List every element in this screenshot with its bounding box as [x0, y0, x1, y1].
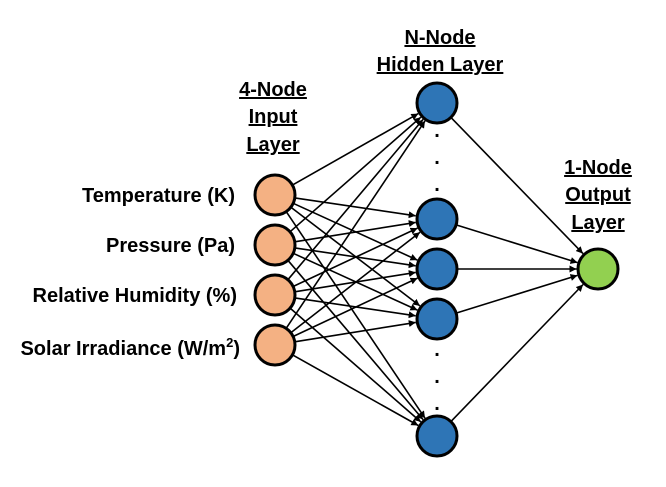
- hidden-ellipsis-dot-1: .: [434, 120, 440, 142]
- edge-hidden-1-output: [450, 116, 584, 255]
- input-layer-header-line-2: Input: [249, 106, 298, 128]
- input-label-temperature: Temperature (K): [82, 185, 235, 207]
- edge-input-2-hidden-1: [289, 116, 422, 233]
- edge-input-4-hidden-5: [292, 354, 419, 427]
- output-layer-header-line-1: 1-Node: [564, 157, 632, 179]
- hidden-ellipsis-dot-2: .: [434, 147, 440, 169]
- edge-input-3-hidden-2: [292, 227, 418, 288]
- input-node-temperature: [253, 173, 297, 217]
- hidden-ellipsis-dot-6: .: [434, 393, 440, 415]
- solar-label-base: Solar Irradiance (W/m: [20, 338, 226, 360]
- edge-input-4-hidden-2: [290, 231, 421, 334]
- input-layer-header-line-1: 4-Node: [239, 79, 307, 101]
- edge-input-1-hidden-5: [285, 211, 426, 419]
- edge-hidden-4-output: [455, 274, 578, 314]
- input-label-humidity: Relative Humidity (%): [33, 285, 237, 307]
- hidden-node-2: [415, 197, 459, 241]
- edge-input-4-hidden-4: [294, 320, 416, 343]
- input-node-solar: [253, 323, 297, 367]
- hidden-layer-header-line-2: Hidden Layer: [377, 54, 504, 76]
- edge-input-2-hidden-2: [294, 220, 416, 243]
- edge-input-1-hidden-2: [294, 197, 416, 219]
- input-node-humidity: [253, 273, 297, 317]
- input-label-pressure: Pressure (Pa): [106, 235, 235, 257]
- hidden-node-3: [415, 247, 459, 291]
- input-label-solar: Solar Irradiance (W/m2): [20, 335, 240, 360]
- hidden-node-4: [415, 297, 459, 341]
- hidden-layer-header-line-1: N-Node: [404, 27, 475, 49]
- input-layer-header-line-3: Layer: [246, 134, 300, 156]
- solar-label-close: ): [233, 338, 240, 360]
- input-node-pressure: [253, 223, 297, 267]
- connection-edges: [285, 112, 584, 427]
- hidden-node-n: [415, 414, 459, 458]
- output-node: [576, 247, 620, 291]
- solar-label-superscript: 2: [226, 335, 233, 350]
- edge-hidden-2-output: [455, 224, 578, 264]
- hidden-ellipsis-dot-3: .: [434, 174, 440, 196]
- edge-input-3-hidden-1: [287, 118, 424, 281]
- edge-input-4-hidden-1: [285, 120, 426, 329]
- output-layer-header-line-3: Layer: [571, 212, 625, 234]
- hidden-ellipsis-dot-5: .: [434, 366, 440, 388]
- output-layer-header-line-2: Output: [565, 184, 631, 206]
- edge-input-4-hidden-3: [292, 277, 418, 338]
- edge-input-2-hidden-5: [287, 259, 424, 421]
- edge-input-1-hidden-1: [292, 112, 419, 186]
- hidden-ellipsis-dot-4: .: [434, 339, 440, 361]
- hidden-node-1: [415, 81, 459, 125]
- edge-hidden-5-output: [450, 283, 584, 423]
